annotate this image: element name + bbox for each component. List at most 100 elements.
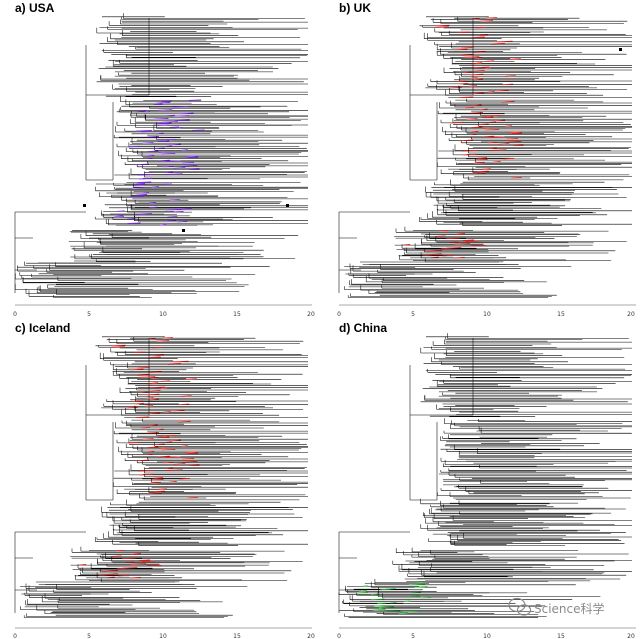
highlight-branch	[497, 143, 510, 145]
highlight-branch	[156, 340, 170, 342]
highlight-branch	[136, 194, 148, 196]
highlight-branch	[442, 254, 454, 257]
highlight-branch	[164, 219, 177, 222]
marker-square	[182, 229, 185, 232]
highlight-branch	[182, 460, 198, 463]
highlight-branch	[402, 244, 411, 246]
highlight-branch	[420, 596, 432, 599]
highlight-branch	[503, 157, 514, 160]
highlight-branch	[173, 167, 186, 169]
highlight-branch	[130, 553, 139, 556]
tree	[14, 336, 308, 618]
highlight-branch	[156, 122, 172, 125]
highlight-branch	[463, 56, 480, 58]
highlight-branch	[151, 186, 159, 188]
highlight-branch	[179, 477, 190, 480]
highlight-branch	[491, 42, 505, 45]
highlight-branch	[98, 574, 108, 576]
highlight-branch	[184, 378, 197, 380]
highlight-branch	[470, 77, 478, 79]
highlight-branch	[155, 132, 164, 135]
highlight-branch	[434, 26, 449, 28]
highlight-branch	[146, 450, 155, 453]
wechat-icon	[508, 597, 532, 616]
highlight-branch	[146, 154, 155, 157]
highlight-branch	[436, 24, 450, 27]
highlight-branch	[147, 432, 159, 434]
highlight-branch	[137, 469, 154, 472]
highlight-branch	[137, 374, 150, 376]
highlight-branch	[187, 156, 199, 159]
highlight-branch	[112, 344, 126, 347]
highlight-branch	[135, 416, 150, 419]
highlight-branch	[141, 130, 150, 133]
highlight-branch	[473, 162, 485, 164]
highlight-branch	[457, 31, 470, 34]
highlight-branch	[189, 464, 200, 467]
highlight-branch	[188, 99, 202, 101]
highlight-branch	[153, 477, 164, 479]
highlight-branch	[497, 40, 513, 43]
x-tick-label: 15	[233, 633, 241, 639]
highlight-branch	[378, 606, 394, 609]
highlight-branch	[162, 139, 177, 141]
highlight-branch	[142, 438, 154, 440]
highlight-branch	[481, 116, 494, 119]
x-tick-label: 5	[411, 633, 415, 639]
highlight-branch	[386, 610, 400, 613]
x-tick-label: 0	[13, 311, 17, 318]
highlight-branch	[140, 191, 150, 194]
highlight-branch	[372, 609, 386, 611]
highlight-branch	[137, 366, 150, 369]
highlight-branch	[175, 119, 190, 122]
highlight-branch	[110, 346, 125, 348]
highlight-branch	[170, 211, 184, 213]
highlight-branch	[118, 574, 130, 577]
highlight-branch	[165, 441, 172, 443]
highlight-branch	[160, 100, 172, 103]
highlight-branch	[111, 555, 122, 557]
highlight-branch	[470, 133, 477, 136]
highlight-branch	[164, 467, 173, 470]
x-axis: 0 5 10 15 20	[337, 627, 636, 639]
highlight-branch	[454, 243, 471, 245]
highlight-branch	[169, 481, 177, 483]
highlight-branch	[457, 80, 467, 83]
highlight-branch	[505, 125, 512, 127]
highlight-branch	[113, 216, 125, 218]
highlight-branch	[135, 402, 144, 405]
highlight-branch	[136, 130, 152, 132]
highlight-branch	[151, 479, 164, 481]
panel-title: c) Iceland	[15, 321, 70, 335]
highlight-branch	[446, 237, 460, 240]
highlight-branch	[496, 89, 509, 92]
highlight-branch	[461, 46, 474, 49]
highlight-branch	[158, 447, 166, 449]
highlight-branch	[150, 390, 161, 392]
highlight-branch	[440, 247, 452, 250]
highlight-branch	[482, 135, 495, 138]
x-tick-label: 10	[159, 633, 167, 639]
highlight-branch	[165, 114, 175, 117]
highlight-branch	[163, 461, 174, 464]
highlight-branch	[116, 550, 125, 552]
highlight-branch	[480, 20, 494, 22]
highlight-branch	[139, 473, 153, 476]
highlight-branch	[463, 153, 477, 156]
marker-square	[619, 48, 622, 51]
highlight-branch	[137, 173, 154, 176]
highlight-branch	[166, 469, 183, 471]
highlight-branch	[182, 457, 195, 460]
highlight-branch	[178, 403, 190, 406]
x-axis: 0 5 10 15 20	[13, 304, 315, 318]
highlight-branch	[146, 382, 158, 385]
highlight-branch	[146, 397, 154, 399]
highlight-branch	[177, 220, 188, 223]
highlight-branch	[181, 149, 188, 151]
highlight-branch	[135, 110, 146, 113]
highlight-branch	[463, 71, 472, 74]
highlight-branch	[177, 420, 191, 423]
x-tick-label: 15	[557, 633, 565, 639]
highlight-branch	[135, 213, 147, 215]
highlight-branch	[511, 132, 523, 135]
